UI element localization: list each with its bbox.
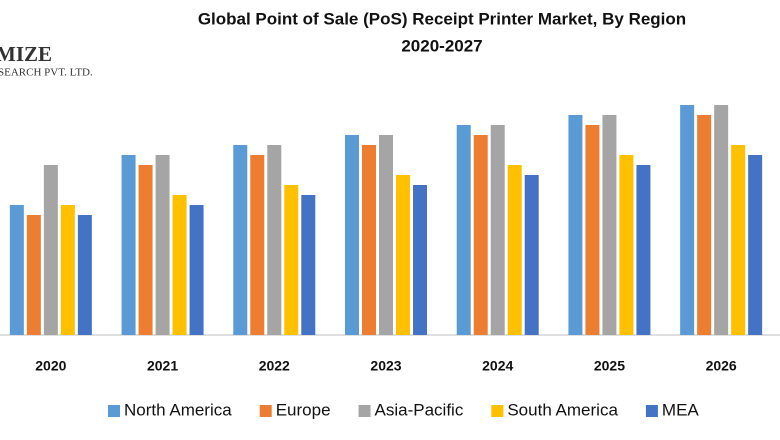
legend-label: Europe bbox=[276, 400, 331, 419]
bar bbox=[568, 115, 583, 335]
bar bbox=[138, 165, 153, 335]
legend-swatch bbox=[108, 405, 120, 417]
bar bbox=[697, 115, 712, 335]
bar bbox=[155, 155, 170, 335]
legend-swatch bbox=[358, 405, 371, 417]
bar bbox=[284, 185, 299, 335]
bar bbox=[26, 215, 41, 335]
x-tick-label: 2025 bbox=[594, 358, 625, 374]
bar bbox=[490, 125, 505, 335]
x-tick-label: 2021 bbox=[147, 358, 178, 374]
bar bbox=[507, 165, 522, 335]
bar bbox=[473, 135, 488, 335]
bar bbox=[250, 155, 265, 335]
bar bbox=[396, 175, 410, 335]
bar bbox=[602, 115, 617, 335]
logo-text: SEARCH PVT. LTD. bbox=[0, 67, 93, 79]
bar bbox=[77, 215, 92, 335]
bar bbox=[267, 145, 282, 335]
bar bbox=[379, 135, 393, 335]
bar bbox=[172, 195, 187, 335]
bar bbox=[233, 145, 248, 335]
x-tick-label: 2020 bbox=[35, 358, 66, 374]
bar bbox=[680, 105, 695, 335]
bar bbox=[189, 205, 204, 335]
legend-label: North America bbox=[124, 400, 232, 419]
bar bbox=[619, 155, 634, 335]
legend-swatch bbox=[645, 405, 658, 417]
bar bbox=[456, 125, 471, 335]
bar bbox=[413, 185, 427, 335]
legend-swatch bbox=[491, 405, 504, 417]
bar bbox=[362, 145, 376, 335]
bar bbox=[60, 205, 75, 335]
legend-label: MEA bbox=[662, 400, 700, 419]
bar bbox=[748, 155, 763, 335]
bar bbox=[524, 175, 539, 335]
legend-swatch bbox=[259, 405, 272, 417]
x-tick-label: 2023 bbox=[370, 358, 401, 374]
bar bbox=[301, 195, 316, 335]
x-tick-label: 2022 bbox=[259, 358, 290, 374]
chart-subtitle: 2020-2027 bbox=[401, 36, 482, 55]
x-tick-label: 2024 bbox=[482, 358, 513, 374]
bar bbox=[714, 105, 729, 335]
legend-label: Asia-Pacific bbox=[375, 400, 464, 419]
bar bbox=[43, 165, 58, 335]
x-tick-label: 2026 bbox=[706, 358, 737, 374]
bar bbox=[636, 165, 651, 335]
bar bbox=[9, 205, 24, 335]
bar bbox=[121, 155, 136, 335]
bar bbox=[731, 145, 746, 335]
logo-text: MIZE bbox=[0, 42, 52, 66]
chart-title: Global Point of Sale (PoS) Receipt Print… bbox=[198, 9, 686, 28]
legend-label: South America bbox=[507, 400, 618, 419]
bar bbox=[585, 125, 600, 335]
bar bbox=[345, 135, 359, 335]
